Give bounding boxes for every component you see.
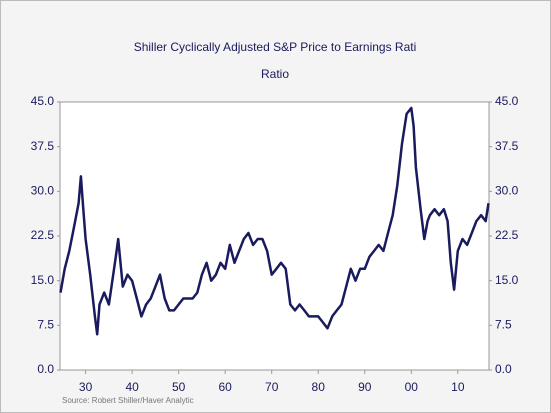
x-tick-label: 60 [218,380,232,394]
x-tick-label: 50 [172,380,186,394]
y2-tick-label: 15.0 [495,273,519,287]
x-tick-label: 70 [265,380,279,394]
plot-area [59,101,490,371]
y2-tick-label: 30.0 [495,184,519,198]
y-tick-label: 30.0 [31,184,55,198]
y-tick-label: 0.0 [37,362,54,376]
x-tick-label: 10 [451,380,465,394]
y-tick-label: 45.0 [31,94,55,108]
x-tick-label: 30 [79,380,93,394]
x-tick-label: 00 [405,380,419,394]
y-tick-label: 37.5 [31,139,55,153]
y2-tick-label: 7.5 [495,318,512,332]
x-tick-label: 40 [125,380,139,394]
y2-tick-label: 22.5 [495,228,519,242]
y-tick-label: 22.5 [31,228,55,242]
y-tick-label: 7.5 [37,318,54,332]
source: Source: Robert Shiller/Haver Analytic [62,396,194,405]
y2-tick-label: 45.0 [495,94,519,108]
chart-subtitle: Ratio [261,67,289,81]
x-tick-label: 90 [358,380,372,394]
y2-tick-label: 37.5 [495,139,519,153]
x-tick-label: 80 [312,380,326,394]
y-tick-label: 15.0 [31,273,55,287]
chart-title: Shiller Cyclically Adjusted S&P Price to… [134,40,417,54]
y2-tick-label: 0.0 [495,362,512,376]
line [59,106,490,336]
